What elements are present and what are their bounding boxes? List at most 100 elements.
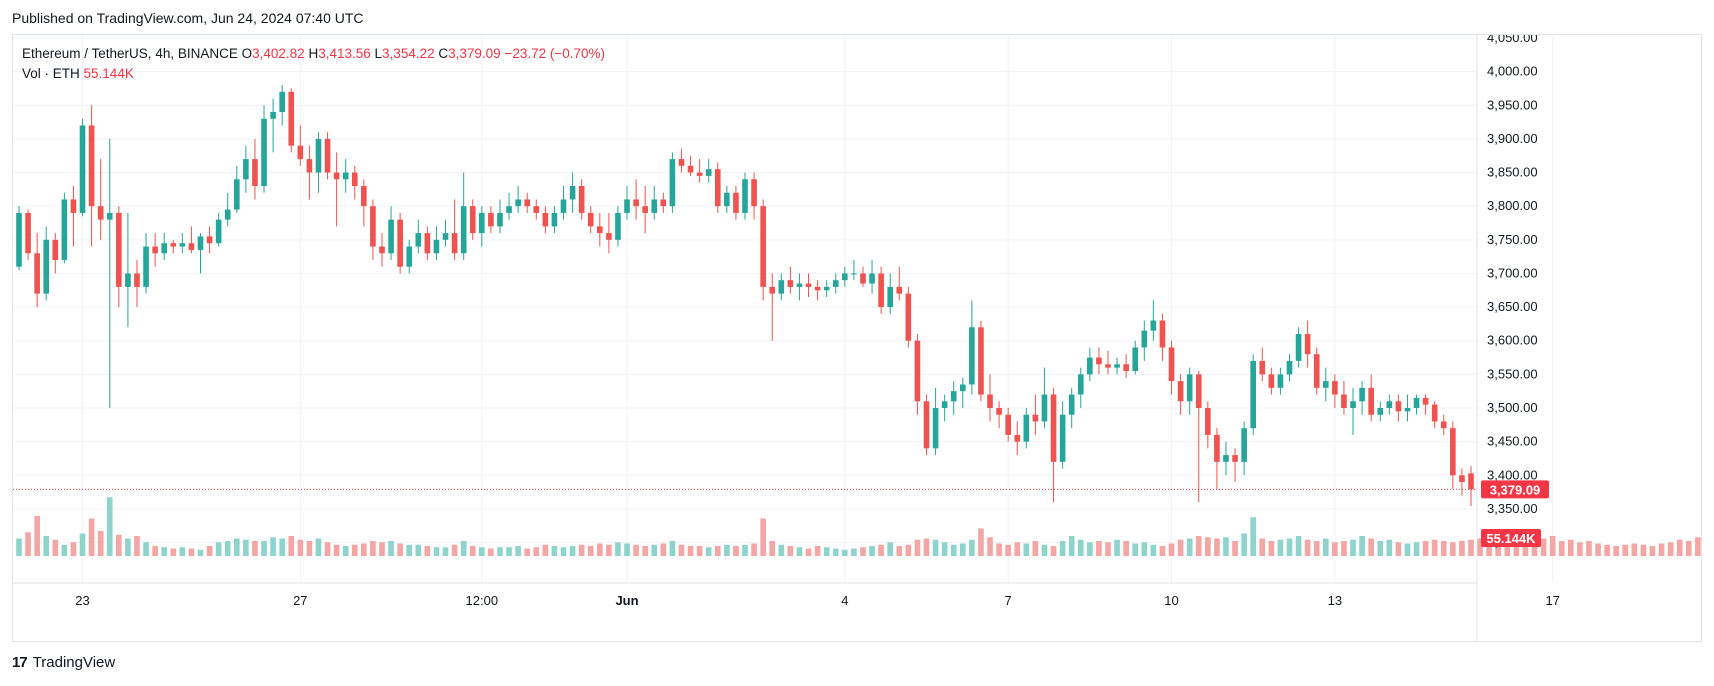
volume-bar bbox=[1214, 538, 1220, 556]
candle-body bbox=[460, 206, 467, 254]
candle bbox=[424, 226, 431, 260]
volume-bar bbox=[188, 548, 195, 556]
candle-body bbox=[805, 283, 812, 287]
volume-bar bbox=[1486, 541, 1492, 556]
candle-body bbox=[170, 243, 177, 247]
legend-close-value: 3,379.09 bbox=[448, 46, 501, 61]
volume-bar bbox=[315, 538, 322, 556]
candle-body bbox=[923, 401, 930, 449]
volume-bar bbox=[406, 544, 413, 556]
volume-bar bbox=[678, 544, 685, 556]
volume-bar bbox=[1386, 539, 1393, 556]
candle bbox=[914, 334, 921, 415]
candle bbox=[1132, 340, 1139, 375]
candle bbox=[606, 212, 612, 254]
candle bbox=[361, 179, 367, 227]
volume-bar bbox=[342, 546, 349, 556]
volume-bar bbox=[869, 546, 875, 556]
candle bbox=[52, 233, 59, 274]
volume-bar bbox=[116, 534, 122, 556]
candle bbox=[1440, 414, 1447, 435]
candle bbox=[306, 145, 313, 200]
candle bbox=[869, 260, 875, 294]
candle-body bbox=[596, 226, 603, 234]
price-axis: 3,300.003,350.003,400.003,450.003,500.00… bbox=[1476, 35, 1549, 641]
volume-bar bbox=[624, 543, 630, 556]
candle-body bbox=[860, 273, 866, 284]
volume-bar bbox=[79, 533, 86, 556]
volume-bar bbox=[97, 531, 104, 556]
candle bbox=[1214, 428, 1220, 489]
volume-bar bbox=[215, 542, 222, 556]
candle-body bbox=[742, 179, 748, 213]
volume-bars bbox=[16, 497, 1701, 556]
candle bbox=[1350, 387, 1356, 435]
candlestick-chart[interactable]: 3,300.003,350.003,400.003,450.003,500.00… bbox=[13, 35, 1701, 641]
candle bbox=[1077, 367, 1084, 408]
candle-body bbox=[1404, 408, 1411, 412]
volume-bar bbox=[179, 547, 186, 556]
volume-bar bbox=[34, 516, 40, 556]
volume-bar bbox=[1023, 543, 1030, 556]
candle bbox=[733, 186, 739, 220]
volume-bar bbox=[823, 547, 830, 556]
candle bbox=[297, 125, 304, 166]
volume-bar bbox=[615, 542, 621, 556]
volume-bar bbox=[923, 538, 930, 556]
candle-body bbox=[814, 286, 821, 291]
volume-bar bbox=[1105, 542, 1111, 556]
candle-body bbox=[134, 273, 140, 287]
volume-bar bbox=[1350, 539, 1356, 556]
candle-body bbox=[551, 212, 558, 227]
candle bbox=[760, 199, 766, 301]
candle-body bbox=[950, 391, 957, 402]
candle bbox=[497, 199, 503, 234]
volume-bar bbox=[469, 546, 476, 556]
candle-body bbox=[1132, 347, 1139, 371]
volume-bar bbox=[288, 536, 295, 556]
volume-bar bbox=[1087, 542, 1093, 556]
volume-bar bbox=[497, 547, 503, 556]
candle bbox=[25, 209, 31, 260]
volume-bar bbox=[1286, 538, 1293, 556]
candle bbox=[896, 266, 903, 301]
volume-bar bbox=[1068, 536, 1075, 556]
candle-body bbox=[1159, 320, 1166, 348]
candle bbox=[678, 149, 685, 173]
candle bbox=[1186, 367, 1193, 415]
chart-frame[interactable]: 3,300.003,350.003,400.003,450.003,500.00… bbox=[12, 34, 1702, 642]
candle-body bbox=[1123, 364, 1129, 371]
candle-body bbox=[161, 243, 168, 254]
volume-bar bbox=[1613, 546, 1620, 556]
tradingview-footer[interactable]: 17 TradingView bbox=[12, 654, 115, 671]
candle-body bbox=[433, 239, 440, 254]
volume-bar bbox=[1649, 546, 1656, 556]
candle bbox=[1114, 357, 1120, 375]
candle-body bbox=[533, 206, 540, 213]
candle bbox=[270, 98, 276, 153]
candle-body bbox=[25, 212, 31, 254]
candle bbox=[724, 186, 730, 213]
volume-bar bbox=[569, 546, 576, 556]
candle-body bbox=[941, 401, 948, 408]
candle bbox=[1087, 347, 1093, 382]
candle bbox=[1241, 421, 1247, 476]
candle bbox=[1413, 394, 1420, 415]
candle bbox=[941, 394, 948, 422]
volume-bar bbox=[896, 546, 903, 556]
volume-bar bbox=[442, 547, 449, 556]
candle bbox=[996, 401, 1002, 429]
volume-bar bbox=[1232, 541, 1238, 556]
candle-body bbox=[152, 246, 158, 254]
last-volume-tag bbox=[1481, 529, 1541, 547]
time-tick-label: 7 bbox=[1005, 593, 1012, 608]
candle-body bbox=[116, 212, 122, 287]
volume-bar bbox=[959, 543, 966, 556]
volume-bar bbox=[1586, 541, 1592, 556]
candle-body bbox=[1440, 421, 1447, 429]
candle bbox=[79, 118, 86, 217]
volume-bar bbox=[324, 542, 331, 556]
candle-body bbox=[270, 112, 276, 119]
tradingview-brand[interactable]: TradingView bbox=[32, 654, 116, 671]
volume-bar bbox=[1395, 542, 1402, 556]
